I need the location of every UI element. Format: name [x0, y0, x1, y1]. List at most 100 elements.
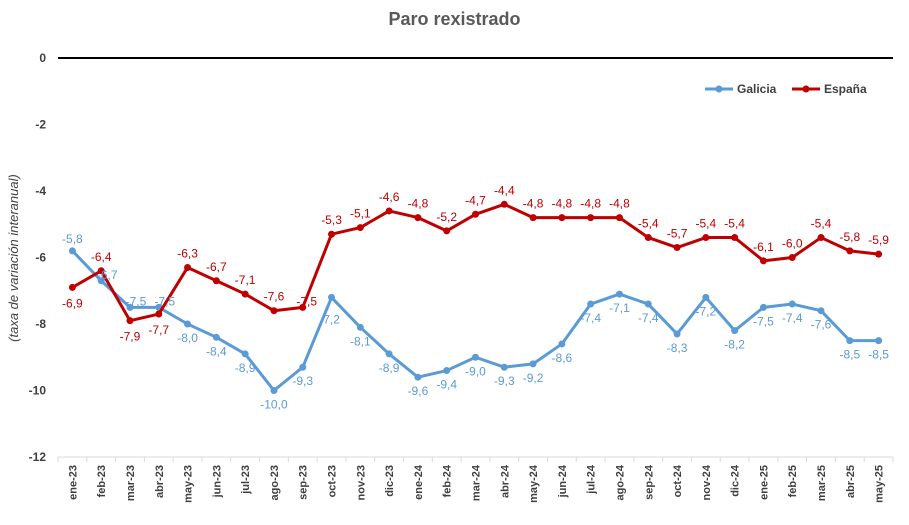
data-label-espana: -5,3: [321, 213, 342, 227]
data-label-galicia: -7,5: [154, 294, 175, 308]
data-point-espana: [673, 244, 681, 252]
data-label-espana: -7,9: [120, 330, 141, 344]
data-label-espana: -4,4: [494, 183, 515, 197]
data-point-galicia: [126, 303, 134, 311]
data-point-galicia: [846, 337, 854, 345]
data-label-galicia: -8,5: [868, 348, 889, 362]
data-label-espana: -4,8: [552, 197, 573, 211]
data-label-espana: -4,8: [523, 197, 544, 211]
x-ticks: ene-23 feb-23 mar-23 abr-23 may-23 jun-23 jul-…: [67, 464, 885, 503]
y-tick-label: -2: [35, 118, 46, 132]
x-tick-label: abr-24: [499, 464, 511, 498]
data-point-galicia: [817, 307, 825, 315]
data-point-galicia: [500, 363, 508, 371]
data-point-espana: [299, 303, 307, 311]
data-point-espana: [241, 290, 249, 298]
data-label-galicia: -10,0: [260, 398, 288, 412]
data-label-galicia: -9,3: [292, 374, 313, 388]
data-label-galicia: -8,9: [235, 361, 256, 375]
data-point-espana: [788, 254, 796, 261]
data-point-espana: [414, 214, 422, 222]
x-tick-label: ene-25: [758, 465, 770, 500]
legend: Galicia España: [705, 82, 867, 96]
data-label-galicia: -8,1: [350, 334, 371, 348]
data-point-espana: [587, 214, 595, 222]
data-point-espana: [270, 307, 278, 315]
data-point-espana: [875, 250, 883, 258]
x-tick-label: feb-24: [442, 464, 454, 497]
x-tick-label: jul-24: [586, 464, 598, 495]
data-point-galicia: [443, 367, 451, 375]
data-point-espana: [385, 207, 393, 215]
data-label-espana: -4,7: [465, 193, 486, 207]
data-point-espana: [558, 214, 566, 222]
data-point-galicia: [615, 290, 623, 298]
legend-label-galicia: Galicia: [737, 82, 777, 96]
legend-marker-espana: [802, 85, 810, 93]
x-tick-label: sep-24: [643, 464, 655, 500]
data-label-espana: -5,4: [811, 217, 832, 231]
data-label-galicia: -8,2: [724, 338, 745, 352]
x-tick-label: ago-23: [269, 465, 281, 500]
data-point-galicia: [356, 323, 364, 331]
data-point-espana: [529, 214, 537, 222]
data-point-espana: [702, 234, 710, 242]
data-label-espana: -7,6: [264, 290, 285, 304]
data-label-espana: -6,7: [206, 260, 227, 274]
data-point-galicia: [529, 360, 537, 368]
data-label-espana: -5,4: [638, 217, 659, 231]
x-tick-label: mar-24: [471, 464, 483, 501]
data-point-galicia: [702, 293, 710, 301]
x-tick-label: mar-25: [816, 465, 828, 501]
data-label-espana: -6,9: [62, 296, 83, 310]
y-tick-label: -12: [29, 450, 47, 464]
legend-marker-galicia: [715, 85, 723, 93]
data-point-espana: [615, 214, 623, 222]
x-tick-label: oct-23: [327, 465, 339, 497]
data-point-galicia: [270, 387, 278, 394]
data-label-espana: -7,7: [148, 323, 169, 337]
data-label-galicia: -7,5: [753, 314, 774, 328]
data-point-galicia: [328, 293, 336, 301]
data-label-galicia: -9,6: [408, 384, 429, 398]
data-point-espana: [472, 210, 479, 218]
data-label-espana: -5,2: [436, 210, 457, 224]
data-point-galicia: [587, 300, 595, 308]
data-label-galicia: -8,9: [379, 361, 400, 375]
data-label-galicia: -8,6: [552, 351, 573, 365]
data-label-espana: -5,7: [667, 227, 688, 241]
data-point-espana: [846, 247, 854, 255]
data-label-espana: -6,3: [177, 246, 198, 260]
data-point-espana: [97, 267, 105, 275]
data-point-espana: [155, 310, 163, 318]
x-tick-label: nov-23: [355, 465, 367, 500]
data-point-galicia: [414, 373, 422, 381]
data-label-galicia: -9,0: [465, 364, 486, 378]
data-point-galicia: [759, 303, 767, 311]
y-tick-label: 0: [39, 51, 46, 65]
data-point-galicia: [472, 353, 479, 361]
series-line-espana: [71, 202, 879, 323]
data-label-galicia: -7,6: [811, 318, 832, 332]
data-point-espana: [68, 283, 76, 291]
data-label-galicia: -9,4: [436, 378, 457, 392]
data-point-espana: [500, 200, 508, 208]
x-tick-label: oct-24: [672, 464, 684, 497]
data-label-espana: -4,6: [379, 190, 400, 204]
data-label-galicia: -7,1: [609, 301, 630, 315]
x-tick-label: abr-25: [845, 465, 857, 498]
x-tick-label: feb-23: [96, 465, 108, 497]
y-tick-label: -10: [29, 384, 47, 398]
data-label-galicia: -7,4: [638, 311, 659, 325]
x-tick-label: may-24: [528, 464, 540, 503]
data-label-espana: -4,8: [609, 197, 630, 211]
data-label-espana: -4,8: [580, 197, 601, 211]
data-label-galicia: -9,2: [523, 371, 544, 385]
x-tick-label: dic-23: [384, 465, 396, 497]
data-point-galicia: [673, 330, 681, 338]
data-label-galicia: -7,4: [580, 311, 601, 325]
x-tick-label: mar-23: [125, 465, 137, 501]
data-label-galicia: -8,3: [667, 341, 688, 355]
